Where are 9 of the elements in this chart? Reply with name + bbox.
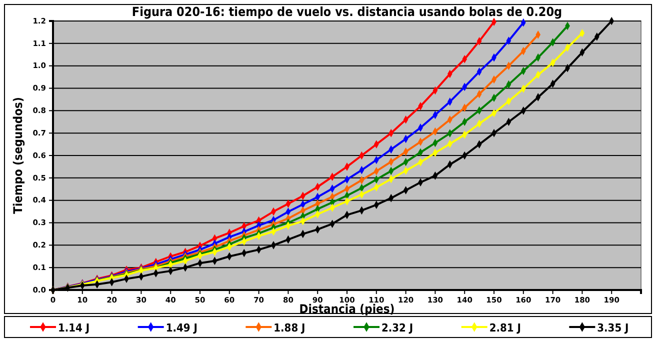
legend-label: 3.35 J — [597, 322, 629, 334]
y-axis-title: Tiempo (segundos) — [11, 97, 25, 214]
legend-label: 1.14 J — [58, 322, 90, 334]
x-axis-title: Distancia (pies) — [299, 302, 395, 316]
legend-label: 2.81 J — [489, 322, 521, 334]
legend-label: 2.32 J — [382, 322, 414, 334]
legend-label: 1.49 J — [166, 322, 198, 334]
legend-label: 1.88 J — [274, 322, 306, 334]
chart-title: Figura 020-16: tiempo de vuelo vs. distancia usando bolas de 0.20g — [132, 4, 562, 19]
